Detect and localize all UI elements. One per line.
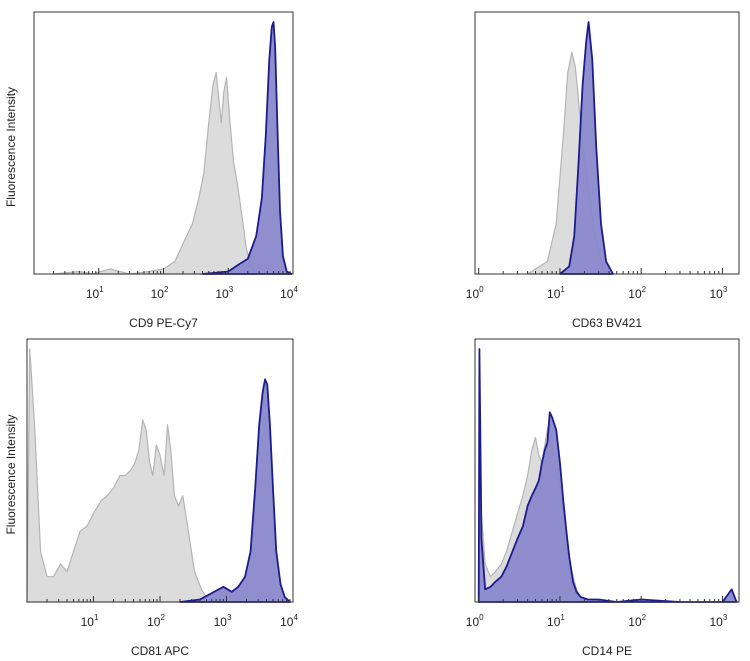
x-tick-label: 101 [86,285,104,301]
x-tick-label: 102 [147,613,165,629]
x-tick-label: 101 [547,613,565,629]
plot-frame [474,338,740,603]
x-axis-title: CD9 PE-Cy7 [129,316,198,330]
plot-frame [474,11,740,275]
x-tick-label: 100 [466,285,484,301]
x-tick-label: 101 [81,613,99,629]
x-tick-label: 103 [710,613,728,629]
x-tick-label: 102 [151,285,169,301]
x-tick-label: 102 [628,285,646,301]
histogram-panel-4: 100 101 102 103 CD14 PE [466,338,740,658]
x-tick-label: 102 [628,613,646,629]
sample-histogram [477,348,738,603]
x-axis-title: CD14 PE [582,644,632,658]
sample-histogram [179,378,291,603]
x-axis-title: CD81 APC [131,644,189,658]
histogram-panel-2: 100 101 102 103 CD63 BV421 [466,11,740,330]
x-tick-label: 103 [710,285,728,301]
plot-frame [33,11,294,275]
sample-histogram [201,21,293,275]
x-tick-label: 103 [214,613,232,629]
histogram-panel-3: 101 102 103 104 CD81 APC Fluorescence Intensi… [4,338,298,658]
x-tick-label: 104 [280,613,298,629]
x-tick-label: 103 [215,285,233,301]
x-axis-title: CD63 BV421 [572,316,642,330]
histogram-panel-1: 101 102 103 104 CD9 PE-Cy7 Fluorescence Inten… [4,11,298,330]
x-tick-label: 104 [280,285,298,301]
x-tick-label: 100 [466,613,484,629]
sample-histogram [559,21,614,275]
x-tick-label: 101 [547,285,565,301]
control-histogram [52,71,258,275]
y-axis-title: Fluorescence Intensity [4,87,18,207]
y-axis-title: Fluorescence Intensity [4,414,18,534]
control-histogram [26,348,210,603]
